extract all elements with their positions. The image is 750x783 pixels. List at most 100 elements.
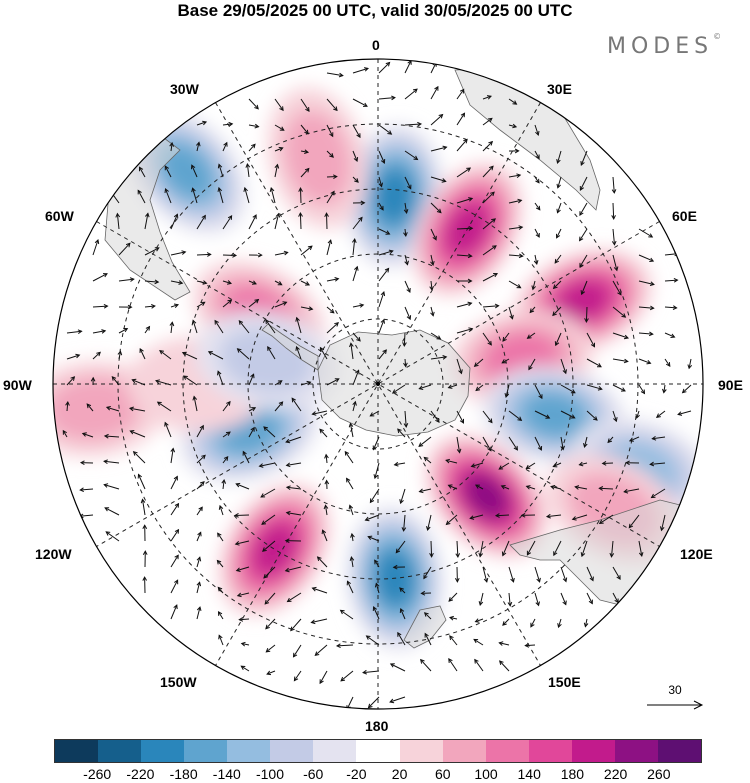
colorbar-swatch <box>399 740 443 762</box>
wind-arrow <box>350 557 354 568</box>
wind-arrow-head <box>613 266 619 272</box>
wind-arrow <box>369 488 380 503</box>
wind-arrow-head <box>650 493 656 499</box>
wind-arrow <box>502 618 510 626</box>
wind-arrow <box>378 176 383 187</box>
wind-arrow <box>352 239 356 256</box>
wind-arrow <box>560 358 567 374</box>
wind-arrow <box>129 407 146 412</box>
wind-arrow <box>347 581 354 594</box>
colorbar-swatch <box>227 740 271 762</box>
wind-arrow <box>612 332 629 339</box>
wind-arrow <box>661 514 666 531</box>
wind-arrow <box>265 319 276 334</box>
wind-arrow <box>170 304 179 308</box>
wind-arrow-head <box>649 257 655 262</box>
wind-arrow <box>274 301 287 308</box>
wind-arrow-head <box>142 524 148 530</box>
wind-arrow-head <box>129 430 135 435</box>
wind-arrow-head <box>277 380 283 385</box>
wind-arrow-head <box>488 140 494 146</box>
wind-arrow-head <box>104 507 110 512</box>
wind-arrow-head <box>217 163 223 169</box>
wind-arrow <box>656 410 666 418</box>
wind-arrow <box>260 488 276 498</box>
wind-arrow-head <box>164 165 169 171</box>
wind-arrow-head <box>402 342 407 347</box>
wind-arrow <box>352 124 361 138</box>
wind-arrow <box>137 190 146 204</box>
wind-arrow-head <box>86 403 92 409</box>
wind-arrow-head <box>173 303 180 308</box>
wind-arrow-head <box>494 303 500 309</box>
wind-arrow-head <box>498 641 504 646</box>
wind-arrow-head <box>379 205 384 211</box>
wind-arrow <box>404 88 418 100</box>
wind-arrow-head <box>387 130 393 135</box>
wind-arrow-head <box>338 72 344 78</box>
wind-arrow <box>86 403 94 412</box>
wind-arrow-head <box>597 363 602 368</box>
wind-arrow <box>456 328 473 334</box>
wind-arrow <box>191 164 198 178</box>
wind-arrow-head <box>101 329 107 334</box>
wind-arrow <box>558 618 562 628</box>
wind-arrow <box>218 187 224 204</box>
wind-arrow <box>586 592 593 604</box>
wind-arrow-head <box>226 280 232 285</box>
wind-arrow <box>138 474 146 490</box>
wind-arrow <box>300 168 310 178</box>
wind-arrow-head <box>258 463 264 468</box>
wind-arrow <box>403 332 406 346</box>
wind-arrow-head <box>456 448 462 454</box>
wind-arrow-head <box>298 187 303 192</box>
wind-arrow-head <box>105 531 111 536</box>
wind-arrow-head <box>364 516 370 522</box>
wind-arrow-head <box>623 358 629 364</box>
wind-arrow <box>579 462 588 466</box>
wind-arrow <box>499 660 510 672</box>
wind-arrow-head <box>592 416 598 421</box>
wind-arrow-head <box>526 334 532 339</box>
wind-arrow <box>196 425 204 438</box>
wind-arrow-head <box>362 102 368 107</box>
wind-arrow-head <box>403 423 409 428</box>
wind-arrow <box>638 540 643 557</box>
wind-arrow-head <box>583 442 588 449</box>
wind-arrow-head <box>531 285 536 291</box>
wind-arrow-head <box>174 502 180 508</box>
wind-arrow <box>534 384 543 399</box>
wind-arrow <box>378 202 384 211</box>
wind-arrow <box>612 280 622 296</box>
wind-arrow-head <box>191 187 196 193</box>
wind-arrow <box>586 410 598 421</box>
wind-arrow <box>612 384 626 392</box>
wind-arrow <box>196 481 205 490</box>
wind-arrow-head <box>304 129 309 135</box>
wind-arrow-head <box>128 406 134 412</box>
wind-arrow-head <box>458 369 463 375</box>
wind-arrow-head <box>529 308 535 314</box>
wind-arrow-head <box>261 547 267 552</box>
wind-arrow <box>373 606 380 620</box>
wind-arrow <box>104 460 120 464</box>
wind-arrow <box>404 306 411 320</box>
wind-arrow-head <box>285 438 291 444</box>
wind-arrow <box>293 670 302 681</box>
wind-arrow-head <box>516 173 522 178</box>
wind-arrow-head <box>217 370 222 376</box>
wind-arrow-head <box>487 340 492 346</box>
wind-arrow-head <box>513 445 518 451</box>
wind-arrow <box>579 202 588 216</box>
wind-arrow-head <box>234 541 240 546</box>
wind-arrow-head <box>214 319 219 325</box>
wind-arrow-head <box>424 632 429 638</box>
wind-arrow-head <box>580 290 586 296</box>
colorbar-tick-label: 100 <box>474 766 498 782</box>
wind-arrow <box>560 592 567 605</box>
wind-arrow <box>325 454 328 464</box>
wind-arrow-head <box>550 485 556 490</box>
wind-arrow-head <box>388 249 394 255</box>
wind-arrow <box>66 401 69 412</box>
wind-arrow <box>456 540 459 558</box>
